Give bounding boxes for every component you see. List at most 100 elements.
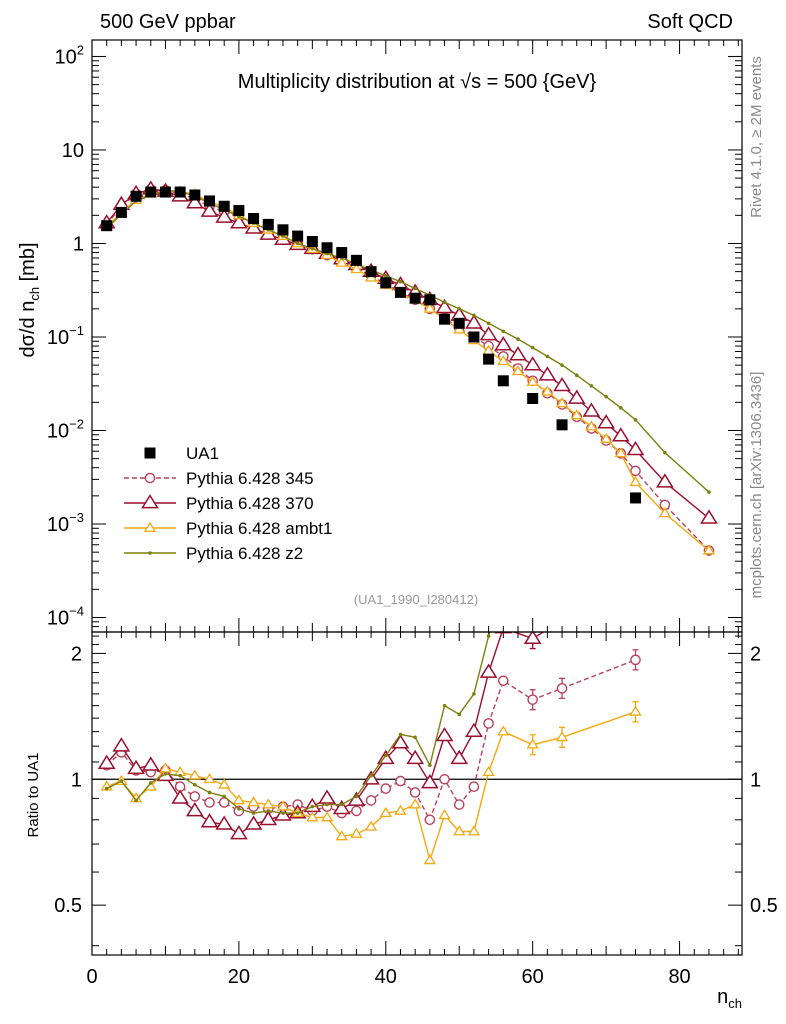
data-point	[321, 242, 333, 254]
data-point	[409, 292, 421, 304]
ratio-point	[467, 825, 481, 836]
series-point	[611, 427, 630, 442]
data-point	[336, 247, 348, 259]
ratio-point	[332, 799, 351, 815]
series-point	[413, 286, 417, 291]
series-point	[707, 490, 711, 494]
ratio-point	[439, 773, 450, 785]
data-point	[468, 331, 480, 343]
y-tick-label: 102	[55, 42, 84, 68]
series-point	[200, 202, 219, 217]
series-point	[457, 307, 462, 311]
legend-label: Pythia 6.428 345	[186, 469, 314, 488]
ratio-point	[119, 779, 124, 783]
ratio-point	[421, 774, 439, 789]
ratio-point	[413, 735, 417, 740]
legend-label: Pythia 6.428 ambt1	[186, 519, 332, 538]
data-point	[483, 353, 495, 365]
ratio-point	[457, 712, 462, 717]
ratio-point	[428, 763, 432, 768]
mcplots-source-label: mcplots.cern.ch [arXiv:1306.3436]	[748, 372, 765, 599]
series-point	[567, 389, 586, 404]
series-point	[494, 336, 513, 351]
series-point	[511, 365, 525, 376]
ratio-point	[266, 809, 271, 813]
ratio-point	[207, 790, 212, 795]
ratio-point	[560, 566, 564, 570]
data-point	[145, 186, 157, 198]
data-point	[453, 317, 465, 329]
series-point	[555, 397, 569, 408]
ratio-point	[97, 754, 116, 770]
ratio-point	[237, 806, 241, 811]
ratio-point	[555, 731, 569, 742]
ratio-point	[482, 765, 495, 777]
series-point	[215, 208, 234, 223]
x-tick-label: 0	[86, 966, 97, 988]
ratio-point	[244, 815, 263, 830]
ratio-point	[306, 811, 319, 822]
ratio-point	[523, 632, 542, 644]
ratio-point	[171, 789, 189, 804]
ratio-point	[281, 811, 285, 815]
series-point	[516, 337, 520, 341]
ratio-point	[259, 810, 278, 826]
ratio-point	[247, 796, 260, 807]
ratio-point	[486, 634, 491, 638]
ratio-point	[310, 804, 315, 809]
ratio-point	[189, 791, 201, 802]
data-point	[365, 266, 377, 278]
series-point	[295, 241, 300, 246]
ratio-point	[141, 756, 160, 771]
legend-marker	[141, 494, 159, 509]
ratio-point	[350, 827, 363, 838]
ratio-point	[435, 726, 454, 742]
ratio-point	[423, 854, 437, 865]
ratio-point	[409, 798, 422, 809]
legend-marker	[143, 521, 157, 532]
ratio-point	[159, 762, 172, 773]
lower-frame	[91, 631, 743, 956]
series-point	[526, 375, 539, 386]
data-point	[630, 492, 642, 504]
series-point	[574, 373, 579, 378]
legend-label: Pythia 6.428 z2	[186, 544, 303, 563]
data-point	[439, 313, 451, 325]
ratio-point	[193, 783, 197, 787]
rivet-version-label: Rivet 4.1.0, ≥ 2M events	[748, 56, 765, 218]
series-point	[633, 418, 638, 422]
ratio-point	[369, 773, 373, 778]
ratio-point	[479, 663, 498, 678]
series-point	[560, 363, 564, 367]
series-point	[541, 385, 554, 396]
series-point	[523, 356, 542, 371]
y-tick-label: 10−3	[47, 510, 84, 536]
series-point	[230, 214, 248, 229]
svg-text:nch: nch	[717, 986, 742, 1011]
y-tick-label: 10−2	[47, 416, 84, 442]
ratio-point	[232, 794, 246, 805]
ratio-point	[148, 781, 153, 785]
ratio-point	[483, 718, 494, 729]
series-point	[585, 420, 598, 431]
ratio-point	[178, 773, 182, 778]
ratio-point	[383, 753, 388, 758]
ratio-point	[233, 805, 245, 817]
ratio-point	[634, 550, 638, 554]
legend-label: Pythia 6.428 370	[186, 494, 314, 513]
data-point	[350, 254, 362, 266]
series-point	[435, 298, 454, 314]
data-point	[292, 230, 304, 242]
ratio-point	[185, 802, 204, 817]
ratio-point	[526, 738, 539, 749]
ratio-y-axis-label-text: Ratio to UA1	[25, 752, 42, 837]
data-point	[497, 375, 509, 387]
ratio-point	[351, 805, 362, 817]
ratio-point	[472, 692, 476, 696]
series-point	[599, 432, 613, 443]
ratio-point	[200, 813, 219, 828]
ratio-point	[112, 737, 131, 752]
ratio-point	[394, 804, 407, 815]
x-tick-label: 40	[375, 966, 397, 988]
ratio-point	[453, 799, 465, 810]
